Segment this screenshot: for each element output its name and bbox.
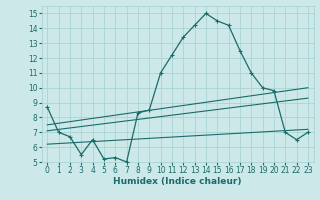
X-axis label: Humidex (Indice chaleur): Humidex (Indice chaleur): [113, 177, 242, 186]
